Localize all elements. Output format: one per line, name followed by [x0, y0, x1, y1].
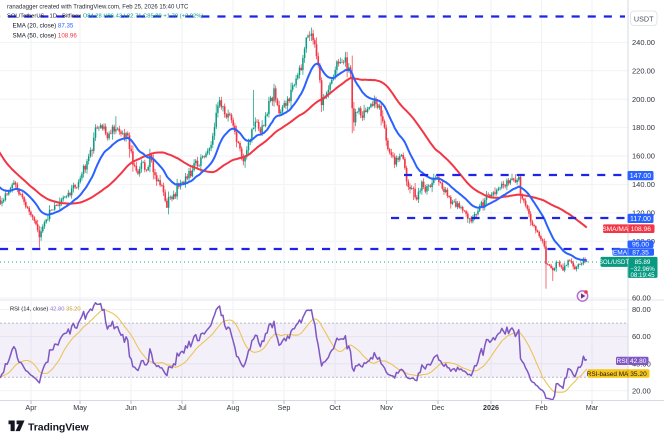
svg-text:220.00: 220.00 [632, 66, 655, 75]
svg-text:108.96: 108.96 [631, 226, 652, 233]
svg-text:95.00: 95.00 [632, 242, 649, 249]
svg-text:Aug: Aug [227, 403, 240, 412]
svg-text:SOL/USDT: SOL/USDT [599, 260, 629, 266]
svg-text:RSI: RSI [617, 358, 628, 365]
svg-text:08:19:45: 08:19:45 [630, 272, 655, 279]
svg-text:Jun: Jun [125, 403, 137, 412]
svg-text:May: May [73, 403, 87, 412]
svg-text:Apr: Apr [25, 403, 37, 412]
svg-text:Dec: Dec [432, 403, 445, 412]
svg-text:−32.96%: −32.96% [630, 266, 655, 273]
svg-text:60.00: 60.00 [632, 332, 651, 341]
svg-text:ranadagger created with Tradin: ranadagger created with TradingView.com,… [7, 4, 189, 10]
svg-text:120.00: 120.00 [632, 208, 655, 217]
svg-text:RSI-based MA: RSI-based MA [587, 371, 629, 378]
svg-text:240.00: 240.00 [632, 38, 655, 47]
svg-text:180.00: 180.00 [632, 123, 655, 132]
svg-text:2026: 2026 [483, 403, 499, 412]
svg-text:42.80: 42.80 [630, 358, 647, 365]
svg-text:140.00: 140.00 [632, 180, 655, 189]
svg-text:85.89: 85.89 [635, 259, 651, 266]
svg-text:35.20: 35.20 [630, 371, 647, 378]
svg-text:80.00: 80.00 [632, 305, 651, 314]
svg-text:Feb: Feb [535, 403, 547, 412]
svg-text:Mar: Mar [586, 403, 599, 412]
svg-text:117.00: 117.00 [630, 216, 651, 223]
svg-text:EMA (20, close) 87.35: EMA (20, close) 87.35 [13, 23, 74, 30]
svg-text:160.00: 160.00 [632, 152, 655, 161]
svg-text:200.00: 200.00 [632, 95, 655, 104]
svg-text:60.00: 60.00 [632, 294, 651, 303]
svg-text:Oct: Oct [329, 403, 340, 412]
svg-text:87.35: 87.35 [632, 249, 649, 256]
svg-text:Sep: Sep [278, 403, 291, 412]
svg-text:TradingView: TradingView [28, 421, 89, 433]
svg-text:SMA/MA: SMA/MA [602, 226, 629, 233]
svg-text:EMA: EMA [613, 249, 628, 256]
svg-text:Jul: Jul [177, 403, 187, 412]
svg-text:RSI (14, close) 42.80 35.20: RSI (14, close) 42.80 35.20 [10, 306, 81, 312]
svg-text:147.00: 147.00 [630, 173, 652, 180]
svg-text:USDT: USDT [634, 14, 654, 23]
svg-text:20.00: 20.00 [632, 386, 651, 395]
svg-text:SOL/TetherUS · 1D · Bitfinex: SOL/TetherUS · 1D · Bitfinex O84.28 H86.… [7, 14, 203, 20]
svg-text:Nov: Nov [380, 403, 393, 412]
svg-text:SMA (50, close) 108.96: SMA (50, close) 108.96 [13, 32, 78, 39]
